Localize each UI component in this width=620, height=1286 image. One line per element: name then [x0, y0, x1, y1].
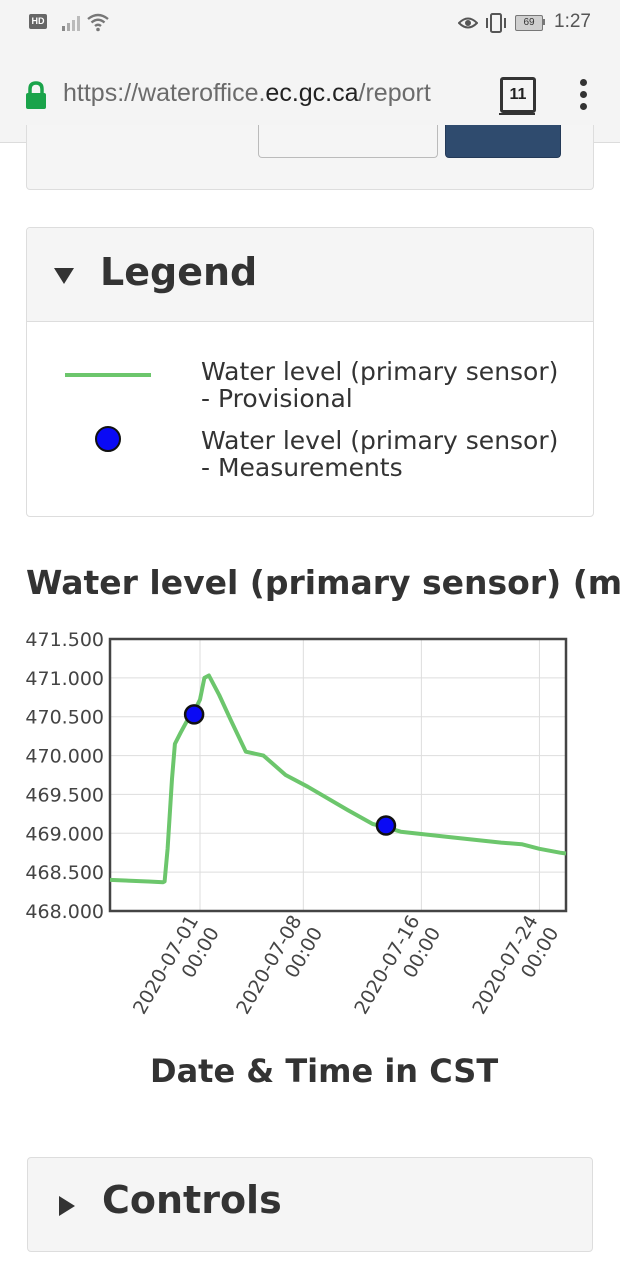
water-level-chart: 471.500 471.000 470.500 470.000 469.500 469.0…	[25, 629, 568, 1019]
legend-title: Legend	[100, 250, 258, 294]
address-bar[interactable]: https://wateroffice.ec.gc.ca/report	[63, 79, 478, 108]
more-options-icon[interactable]	[576, 79, 590, 115]
caret-down-icon	[54, 268, 74, 284]
battery-level: 69	[515, 15, 543, 31]
hd-badge: HD	[29, 14, 47, 29]
series-line-provisional	[109, 673, 567, 885]
url-domain: ec.gc.ca	[265, 79, 359, 107]
battery-icon: 69	[515, 15, 545, 31]
y-tick-label: 471.500	[25, 629, 104, 651]
legend-line-swatch	[65, 373, 151, 377]
plot-frame	[108, 637, 568, 913]
url-suffix: /report	[358, 79, 431, 107]
eye-comfort-icon	[458, 17, 478, 29]
y-tick-label: 469.500	[25, 784, 104, 806]
wifi-icon	[87, 13, 109, 32]
y-tick-label: 471.000	[25, 668, 104, 690]
legend-item-measurements: Water level (primary sensor) - Measureme…	[201, 426, 559, 482]
submit-button[interactable]	[445, 125, 561, 158]
clock: 1:27	[554, 11, 591, 32]
lock-icon[interactable]	[24, 80, 48, 110]
y-tick-label: 470.000	[25, 746, 104, 768]
tab-switcher-button[interactable]: 11	[500, 77, 536, 113]
status-bar: HD 69 1:27	[0, 0, 620, 46]
y-tick-label: 469.000	[25, 823, 104, 845]
legend-item-provisional: Water level (primary sensor) - Provision…	[201, 357, 559, 413]
legend-header[interactable]: Legend	[27, 228, 593, 322]
caret-right-icon	[59, 1196, 75, 1216]
y-tick-label: 468.000	[25, 901, 104, 923]
x-axis-title: Date & Time in CST	[150, 1052, 499, 1090]
y-tick-label: 470.500	[25, 707, 104, 729]
measurement-point	[183, 704, 205, 725]
reset-button[interactable]	[258, 125, 438, 158]
controls-panel[interactable]: Controls	[27, 1157, 593, 1252]
legend-dot-swatch	[95, 426, 121, 452]
measurement-point	[375, 815, 397, 836]
legend-panel: Legend Water level (primary sensor) - Pr…	[26, 227, 594, 517]
controls-title: Controls	[102, 1178, 282, 1222]
url-prefix: https://wateroffice.	[63, 79, 266, 107]
chart-title: Water level (primary sensor) (m)	[26, 563, 620, 602]
vibrate-icon	[486, 13, 506, 33]
signal-icon	[62, 16, 80, 31]
y-tick-label: 468.500	[25, 862, 104, 884]
